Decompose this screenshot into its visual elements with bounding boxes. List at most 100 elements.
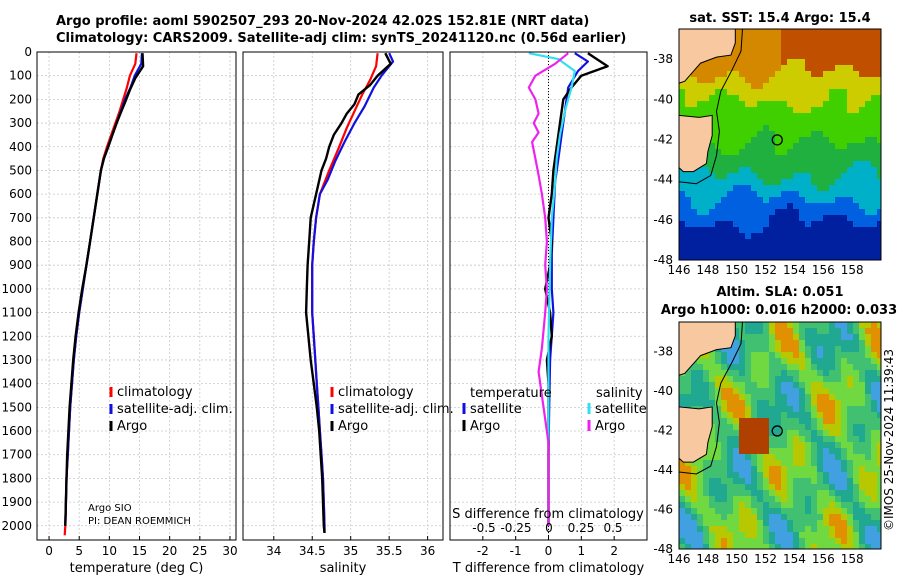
map-cell-sst_map <box>727 203 734 210</box>
map-cell-sla_map <box>727 400 734 407</box>
map-cell-sla_map <box>805 478 812 485</box>
map-cell-sst_map <box>787 119 794 126</box>
map-cell-sst_map <box>871 215 878 222</box>
map-cell-sst_map <box>859 101 866 108</box>
map-cell-sla_map <box>835 322 842 329</box>
map-cell-sla_map <box>811 382 818 389</box>
map-cell-sla_map <box>769 352 776 359</box>
map-cell-sla_map <box>697 364 704 371</box>
map-cell-sla_map <box>751 394 758 401</box>
map-cell-sla_map <box>685 514 692 521</box>
map-cell-sla_map <box>763 430 770 437</box>
map-cell-sst_map <box>709 89 716 96</box>
map-cell-sst_map <box>781 257 788 260</box>
map-cell-sla_map <box>829 526 836 533</box>
map-cell-sla_map <box>787 466 794 473</box>
map-cell-sst_map <box>709 71 716 78</box>
map-cell-sst_map <box>835 47 842 54</box>
map-cell-sla_map <box>799 328 806 335</box>
map-cell-sst_map <box>679 221 686 228</box>
map-cell-sla_map <box>877 496 881 503</box>
map-cell-sla_map <box>703 532 710 539</box>
map-cell-sla_map <box>769 376 776 383</box>
map-cell-sla_map <box>859 430 866 437</box>
map-cell-sla_map <box>793 514 800 521</box>
map-cell-sla_map <box>709 496 716 503</box>
map-cell-sst_map <box>817 35 824 42</box>
map-cell-sla_map <box>859 346 866 353</box>
map-cell-sst_map <box>781 197 788 204</box>
map-cell-sla_map <box>721 490 728 497</box>
map-cell-sst_map <box>811 209 818 216</box>
map-cell-sla_map <box>703 496 710 503</box>
map-cell-sst_map <box>685 245 692 252</box>
map-cell-sla_map <box>751 346 758 353</box>
map-cell-sst_map <box>727 107 734 114</box>
map-cell-sst_map <box>853 107 860 114</box>
map-cell-sst_map <box>739 185 746 192</box>
map-cell-sst_map <box>697 257 704 260</box>
map-cell-sla_map <box>679 394 686 401</box>
map-cell-sla_map <box>769 532 776 539</box>
map-cell-sst_map <box>859 29 866 36</box>
map-cell-sla_map <box>691 472 698 479</box>
map-cell-sla_map <box>835 520 842 527</box>
map-cell-sst_map <box>793 155 800 162</box>
map-cell-sla_map <box>871 490 878 497</box>
map-cell-sla_map <box>793 466 800 473</box>
map-cell-sla_map <box>871 322 878 329</box>
map-cell-sla_map <box>853 526 860 533</box>
map-cell-sst_map <box>841 161 848 168</box>
map-cell-sst_map <box>817 239 824 246</box>
map-cell-sla_map <box>721 388 728 395</box>
map-cell-sst_map <box>757 125 764 132</box>
map-cell-sst_map <box>739 59 746 66</box>
legend-temp-label-0: climatology <box>117 385 193 400</box>
map-cell-sla_map <box>853 532 860 539</box>
map-cell-sst_map <box>715 257 722 260</box>
map-cell-sla_map <box>709 466 716 473</box>
map-cell-sla_map <box>811 442 818 449</box>
map-cell-sla_map <box>721 538 728 545</box>
map-cell-sla_map <box>865 328 872 335</box>
map-cell-sst_map <box>853 125 860 132</box>
map-cell-sla_map <box>715 424 722 431</box>
map-cell-sst_map <box>835 137 842 144</box>
map-cell-sst_map <box>715 185 722 192</box>
map-cell-sst_map <box>787 131 794 138</box>
map-cell-sst_map <box>751 65 758 72</box>
map-cell-sst_map <box>781 107 788 114</box>
map-cell-sla_map <box>697 358 704 365</box>
map-cell-sst_map <box>769 203 776 210</box>
map-cell-sst_map <box>715 113 722 120</box>
map-cell-sla_map <box>793 502 800 509</box>
map-cell-sst_map <box>691 191 698 198</box>
map-cell-sst_map <box>757 221 764 228</box>
map-cell-sst_map <box>853 215 860 222</box>
map-cell-sla_map <box>799 340 806 347</box>
map-cell-sst_map <box>703 185 710 192</box>
map-cell-sst_map <box>799 77 806 84</box>
map-cell-sla_map <box>811 448 818 455</box>
map-cell-sst_map <box>721 119 728 126</box>
map-cell-sst_map <box>847 209 854 216</box>
map-cell-sla_map <box>799 472 806 479</box>
map-cell-sst_map <box>823 41 830 48</box>
map-cell-sst_map <box>805 77 812 84</box>
map-cell-sla_map <box>853 460 860 467</box>
map-cell-sst_map <box>817 155 824 162</box>
map-cell-sla_map <box>787 346 794 353</box>
map-cell-sla_map <box>865 394 872 401</box>
map-cell-sla_map <box>853 508 860 515</box>
map-cell-sst_map <box>691 215 698 222</box>
map-cell-sla_map <box>871 532 878 539</box>
map-cell-sst_map <box>697 89 704 96</box>
map-cell-sla_map <box>733 406 740 413</box>
map-cell-sst_map <box>757 89 764 96</box>
map-cell-sla_map <box>841 538 848 545</box>
map-cell-sla_map <box>817 454 824 461</box>
map-cell-sla_map <box>871 508 878 515</box>
map-cell-sla_map <box>757 526 764 533</box>
map-cell-sla_map <box>829 496 836 503</box>
map-cell-sla_map <box>793 352 800 359</box>
